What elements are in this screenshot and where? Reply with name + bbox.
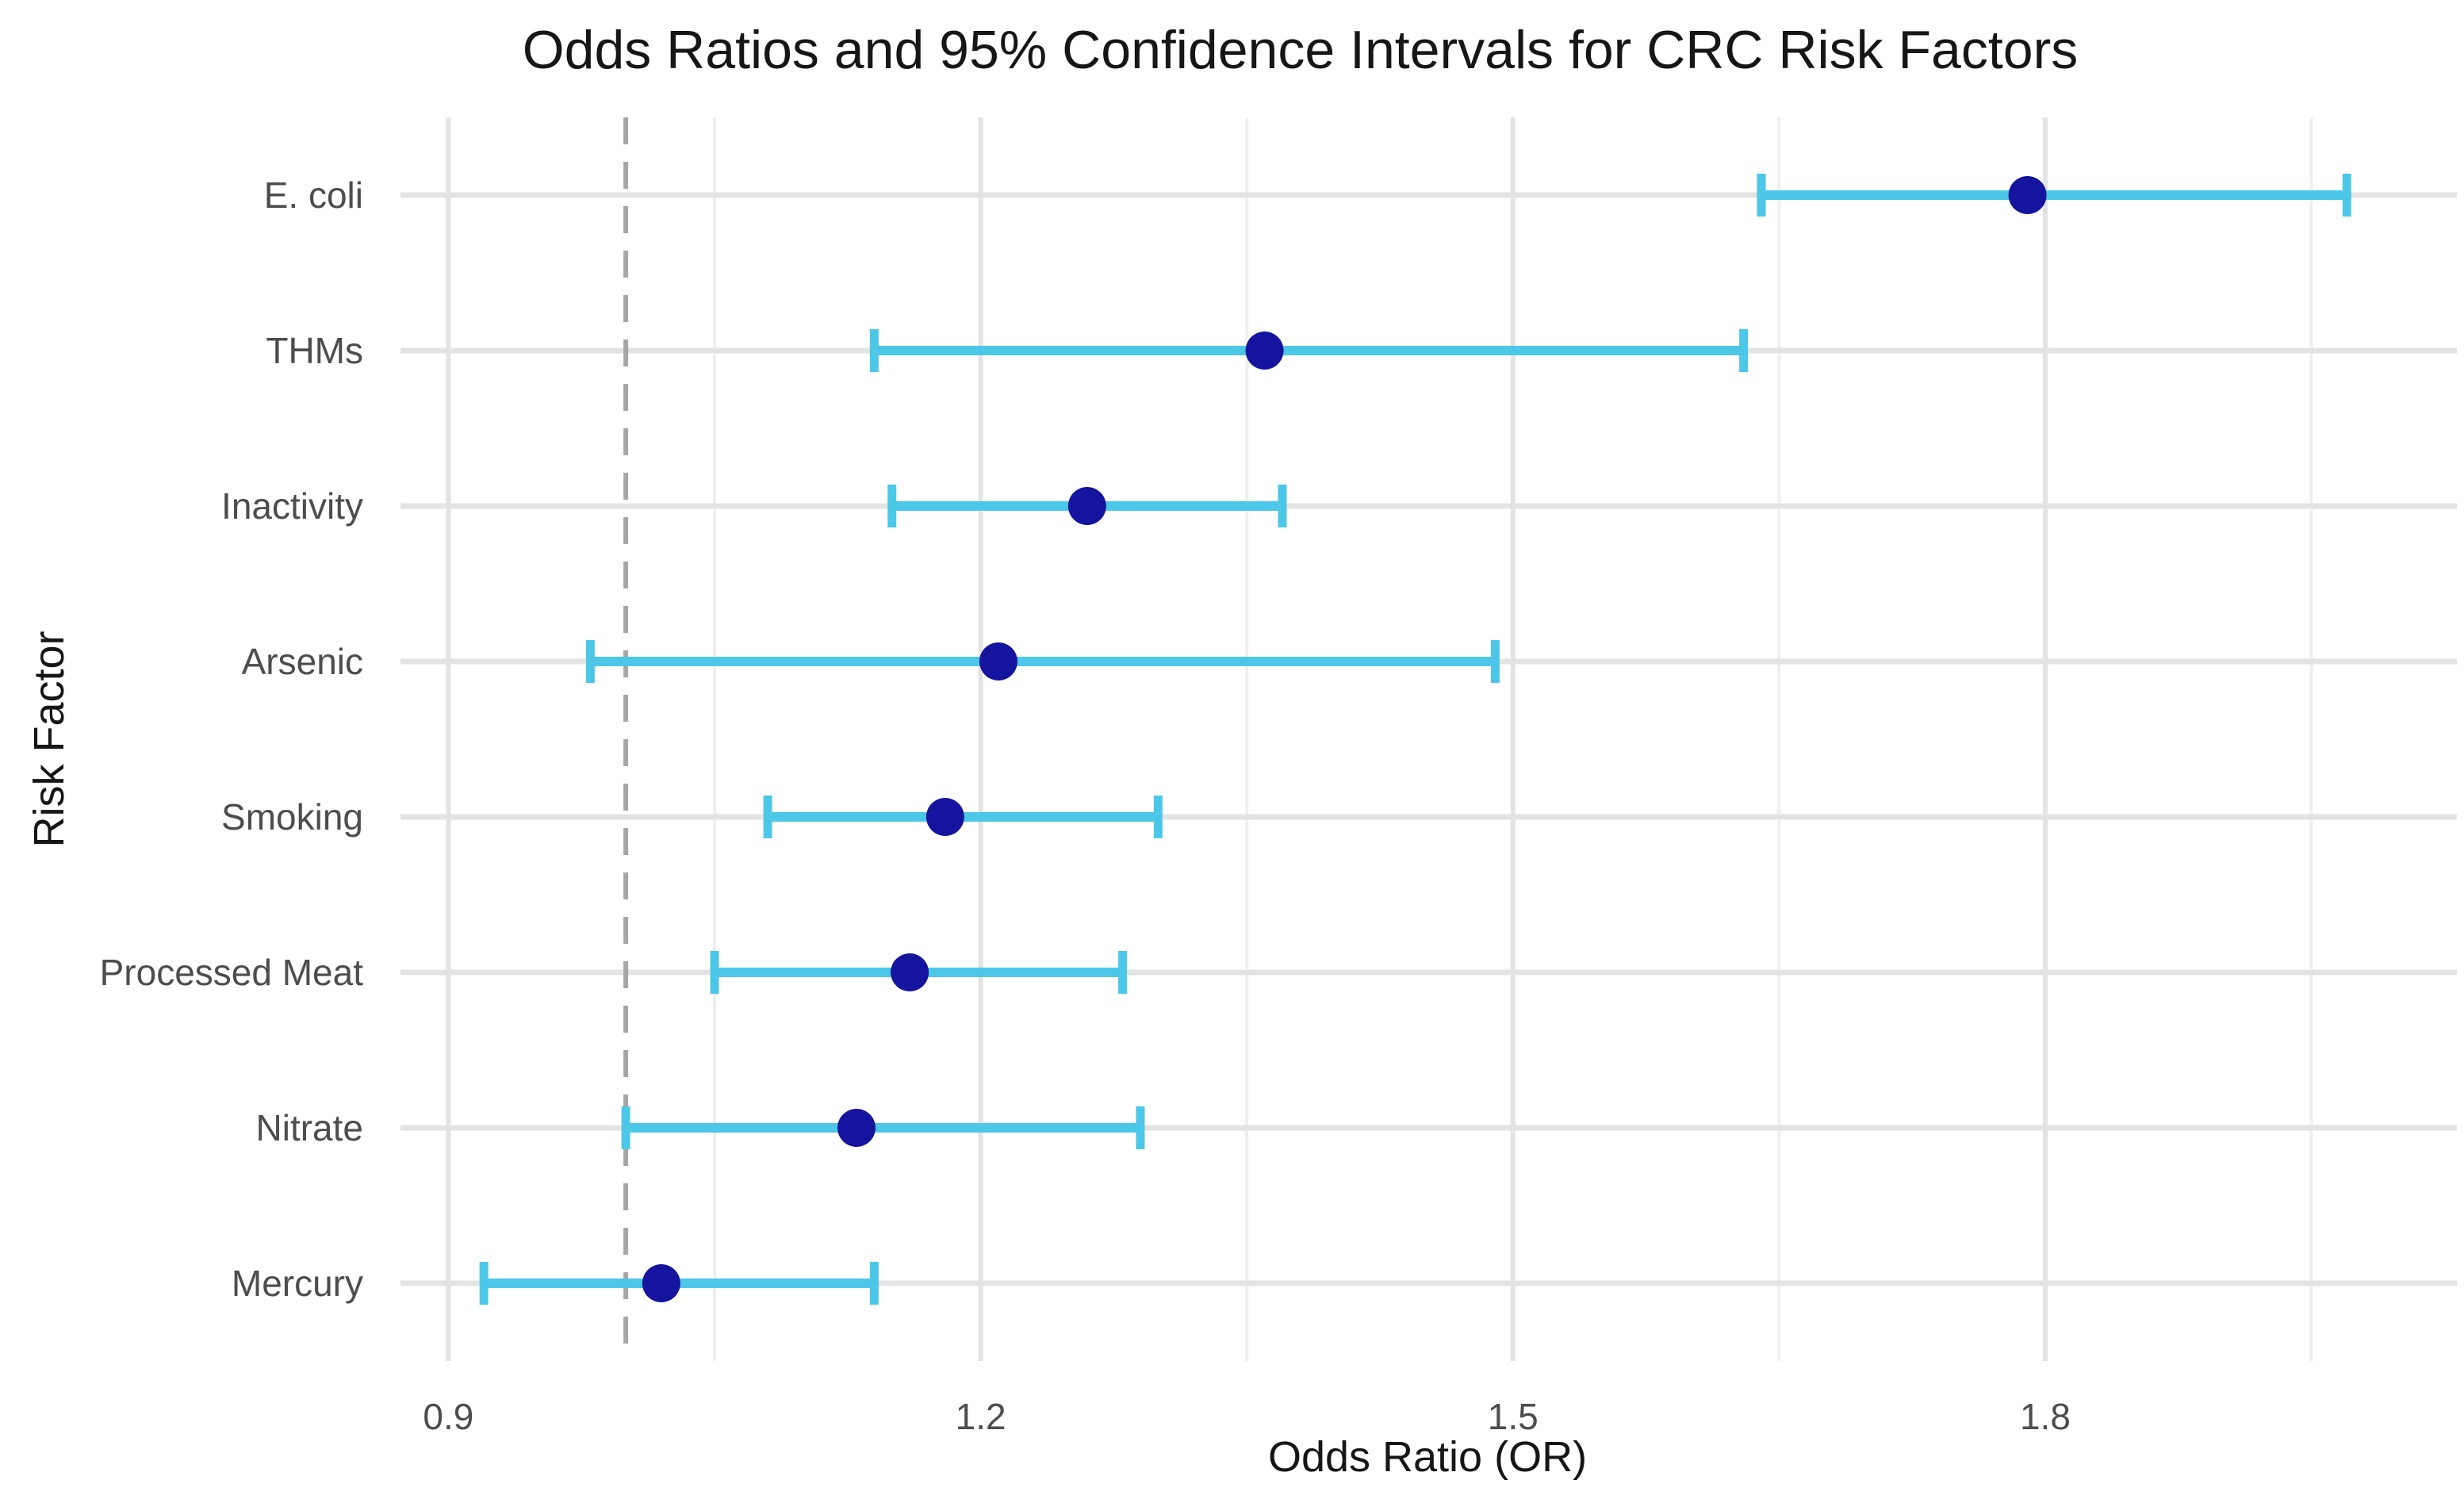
or-point xyxy=(891,953,929,991)
or-point xyxy=(925,798,964,836)
or-point xyxy=(2008,176,2047,214)
category-label: THMs xyxy=(266,330,363,371)
category-label: Arsenic xyxy=(242,641,363,682)
category-label: Processed Meat xyxy=(100,952,364,993)
chart-title: Odds Ratios and 95% Confidence Intervals… xyxy=(522,20,2079,80)
category-label: Mercury xyxy=(232,1263,363,1304)
y-axis-title: Risk Factor xyxy=(25,631,73,848)
x-tick-label: 0.9 xyxy=(423,1396,473,1437)
category-label: Nitrate xyxy=(256,1107,363,1148)
category-label: Inactivity xyxy=(221,485,363,527)
category-label: E. coli xyxy=(264,174,363,216)
or-point xyxy=(837,1109,876,1147)
x-tick-label: 1.8 xyxy=(2020,1396,2071,1437)
x-tick-label: 1.5 xyxy=(1488,1396,1539,1437)
x-tick-label: 1.2 xyxy=(956,1396,1006,1437)
or-point xyxy=(642,1264,680,1302)
category-label: Smoking xyxy=(221,796,363,838)
or-point xyxy=(979,642,1017,680)
or-point xyxy=(1245,332,1284,370)
or-point xyxy=(1067,487,1106,525)
x-axis-title: Odds Ratio (OR) xyxy=(1267,1433,1588,1481)
